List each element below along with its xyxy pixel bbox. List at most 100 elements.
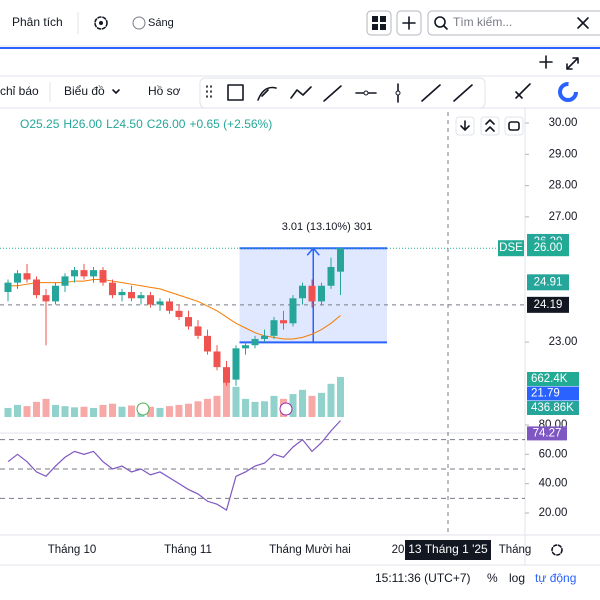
price-label-box xyxy=(527,274,569,291)
ray-tool[interactable] xyxy=(421,84,441,102)
candle-body xyxy=(4,282,12,293)
time-label: Tháng Mười hai xyxy=(269,544,351,556)
candle-body xyxy=(337,248,344,272)
volume-bar xyxy=(156,407,164,417)
symbol-tag-box xyxy=(498,240,524,257)
profile-button[interactable]: Hồ sơ xyxy=(148,84,181,98)
volume-bar xyxy=(14,404,21,417)
measure-label-box xyxy=(268,217,386,237)
search-box[interactable] xyxy=(427,10,600,36)
candle-body xyxy=(318,285,325,302)
settings-icon[interactable] xyxy=(94,16,108,30)
price-tick-label: 27.00 xyxy=(549,211,578,223)
candle-body xyxy=(251,338,259,346)
price-label: 26.00 xyxy=(534,242,563,254)
log-toggle[interactable]: log xyxy=(509,571,525,585)
candle-body xyxy=(166,301,173,311)
volume-bar xyxy=(232,386,240,417)
volume-bar xyxy=(213,395,221,417)
ohlc-legend: O25.25 H26.00 L24.50 C26.00 +0.65 (+2.56%) xyxy=(20,117,272,131)
rsi-tick-label: 20.00 xyxy=(539,507,568,519)
volume-bar xyxy=(42,398,50,417)
volume-bar xyxy=(318,392,325,417)
indicators-button[interactable]: chỉ báo xyxy=(0,84,39,98)
indicator-label: 21.79 xyxy=(531,388,560,400)
high: H26.00 xyxy=(63,117,102,131)
candle-body xyxy=(289,298,297,324)
plus-icon xyxy=(402,16,416,30)
auto-toggle[interactable]: tự động xyxy=(535,571,576,585)
candle-body xyxy=(71,270,78,277)
price-label-box xyxy=(527,240,569,257)
price-label: 24.91 xyxy=(534,276,563,288)
price-tick-label: 29.00 xyxy=(549,148,578,160)
candle-body xyxy=(185,317,192,327)
candle-body xyxy=(242,345,249,349)
volume-bar xyxy=(166,406,173,417)
volume-bar xyxy=(261,401,268,417)
axis-settings[interactable] xyxy=(551,544,563,556)
time-label: Tháng xyxy=(499,544,532,556)
candle-body xyxy=(204,335,211,352)
measure-label: 3.01 (13.10%) 301 xyxy=(282,221,373,233)
expand-icon[interactable] xyxy=(566,57,579,70)
layout-button[interactable] xyxy=(366,10,392,36)
volume-bar xyxy=(109,403,116,417)
price-tick-label: 30.00 xyxy=(549,117,578,129)
candle-body xyxy=(23,273,31,280)
rsi-last-label: 74.27 xyxy=(533,427,562,439)
candle-body xyxy=(42,295,50,302)
clear-icon[interactable] xyxy=(577,17,589,29)
percent-toggle[interactable]: % xyxy=(487,571,498,585)
theme-toggle[interactable] xyxy=(132,16,146,30)
chart-button[interactable]: Biểu đồ xyxy=(64,84,105,98)
candle-body xyxy=(280,320,287,324)
indicator-label-box xyxy=(527,372,579,386)
add-panel[interactable] xyxy=(539,55,553,69)
candle-body xyxy=(232,348,240,380)
candle-body xyxy=(156,301,164,305)
volume-bar xyxy=(4,407,12,417)
analysis-tab[interactable]: Phân tích xyxy=(12,15,63,29)
indicator-label: 436.86K xyxy=(531,402,574,414)
volume-bar xyxy=(71,407,78,417)
arrow-tool[interactable] xyxy=(453,84,473,102)
time-label: 20 xyxy=(392,544,405,556)
rsi-last-box xyxy=(527,426,567,441)
share-icon[interactable] xyxy=(515,83,531,99)
chevron xyxy=(112,89,120,94)
candle-body xyxy=(90,270,97,277)
volume-bar xyxy=(23,406,31,417)
line-tool[interactable] xyxy=(323,85,342,102)
volume-bar xyxy=(327,383,335,417)
rsi-tick-label: 40.00 xyxy=(539,478,568,490)
volume-bar xyxy=(99,404,107,417)
candle-body xyxy=(14,273,21,283)
volume-bar xyxy=(52,404,59,417)
candle-body xyxy=(61,276,69,286)
pane-buttons[interactable] xyxy=(455,116,524,136)
low: L24.50 xyxy=(106,117,143,131)
volume-bar xyxy=(270,395,278,417)
volume-bar xyxy=(61,406,69,417)
volume-bar xyxy=(204,398,211,417)
event-marker xyxy=(136,402,150,416)
indicator-label-box xyxy=(527,386,579,401)
candle-body xyxy=(213,351,221,368)
candle-body xyxy=(270,320,278,336)
volume-bar xyxy=(242,398,249,417)
crosshair-date: 13 Tháng 1 '25 xyxy=(408,542,488,556)
path-tool[interactable] xyxy=(290,86,312,99)
rect-tool[interactable] xyxy=(227,84,244,101)
volume-bar xyxy=(289,394,297,417)
volume-bar xyxy=(299,389,306,417)
search-placeholder[interactable]: Tìm kiếm... xyxy=(453,15,512,29)
change: +0.65 (+2.56%) xyxy=(189,117,272,131)
drawing-tools xyxy=(199,77,486,109)
layout-icon xyxy=(372,16,386,30)
brush-tool[interactable] xyxy=(257,86,277,101)
candle-body xyxy=(109,282,116,296)
price-tick-label: 28.00 xyxy=(549,180,578,192)
volume-bar xyxy=(128,405,135,417)
search-icon xyxy=(443,25,448,30)
